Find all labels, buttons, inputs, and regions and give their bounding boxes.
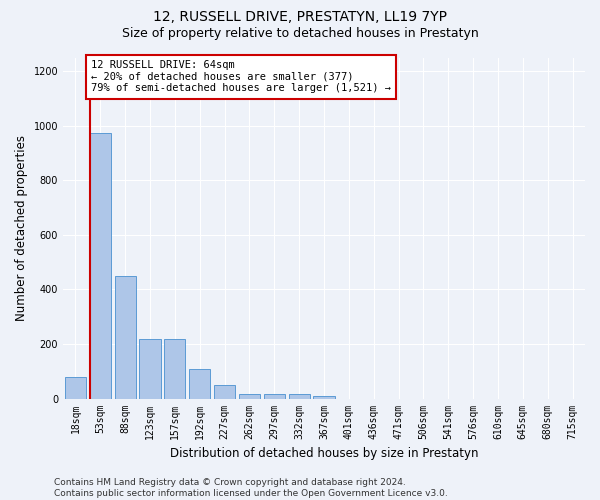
Bar (214, 385, 235, 398)
Bar (239, 394, 260, 398)
X-axis label: Distribution of detached houses by size in Prestatyn: Distribution of detached houses by size … (170, 447, 478, 460)
Text: Contains HM Land Registry data © Crown copyright and database right 2024.
Contai: Contains HM Land Registry data © Crown c… (54, 478, 448, 498)
Bar (289, 394, 310, 398)
Text: 12, RUSSELL DRIVE, PRESTATYN, LL19 7YP: 12, RUSSELL DRIVE, PRESTATYN, LL19 7YP (153, 10, 447, 24)
Bar (164, 339, 185, 398)
Bar (65, 376, 86, 398)
Bar (264, 394, 285, 398)
Bar (115, 276, 136, 398)
Text: Size of property relative to detached houses in Prestatyn: Size of property relative to detached ho… (122, 28, 478, 40)
Y-axis label: Number of detached properties: Number of detached properties (15, 135, 28, 321)
Bar (313, 396, 335, 398)
Bar (189, 368, 211, 398)
Bar (139, 339, 161, 398)
Text: 12 RUSSELL DRIVE: 64sqm
← 20% of detached houses are smaller (377)
79% of semi-d: 12 RUSSELL DRIVE: 64sqm ← 20% of detache… (91, 60, 391, 94)
Bar (90, 132, 111, 398)
